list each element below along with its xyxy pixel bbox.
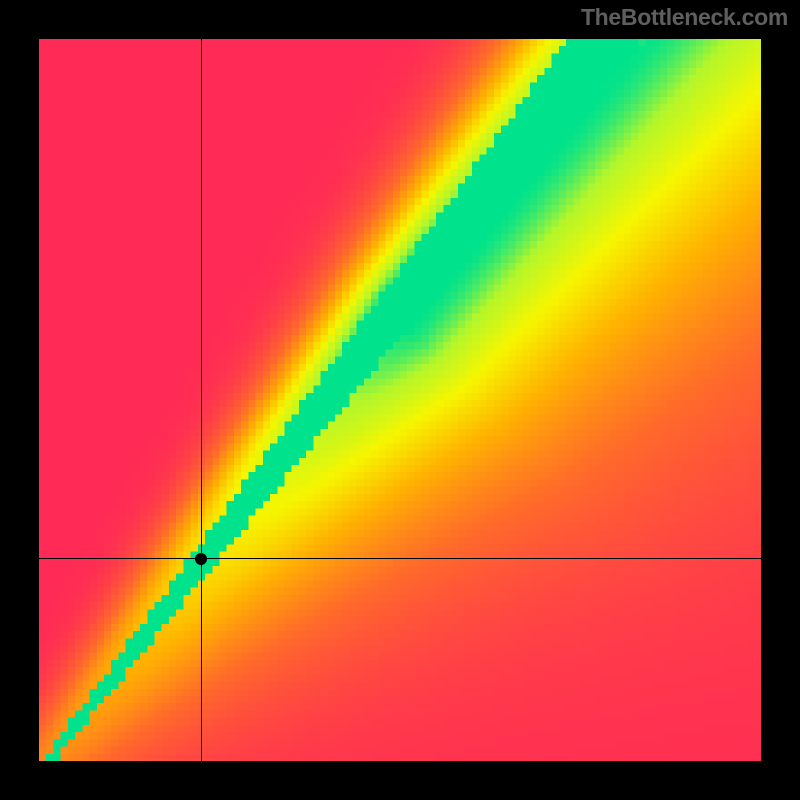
image-root: TheBottleneck.com bbox=[0, 0, 800, 800]
watermark-text: TheBottleneck.com bbox=[581, 4, 788, 31]
plot-area bbox=[39, 39, 761, 761]
marker-dot bbox=[195, 553, 207, 565]
heatmap-canvas bbox=[39, 39, 761, 761]
crosshair-vertical bbox=[201, 39, 202, 761]
crosshair-horizontal bbox=[39, 558, 761, 559]
